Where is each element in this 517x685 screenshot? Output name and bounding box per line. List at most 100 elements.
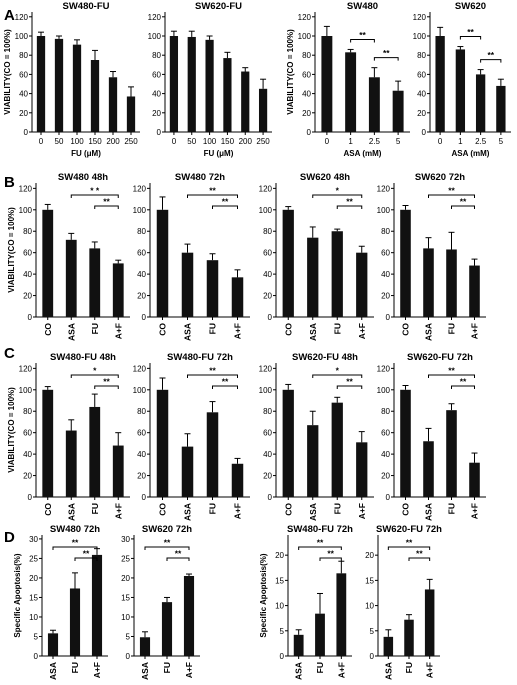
x-tick-label: CO xyxy=(283,323,293,336)
x-tick-label: 5 xyxy=(499,137,504,146)
y-tick-label: 120 xyxy=(298,13,312,22)
bar xyxy=(89,248,101,317)
bar xyxy=(161,602,173,656)
chart-title: SW620-FU 72h xyxy=(376,524,442,535)
y-axis-label: VIABILITY(CO = 100%) xyxy=(7,207,16,293)
x-tick-label: 100 xyxy=(70,137,84,146)
y-tick-label: 20 xyxy=(381,472,390,481)
y-tick-label: 120 xyxy=(15,13,29,22)
y-tick-label: 20 xyxy=(275,551,284,560)
y-tick-label: 5 xyxy=(370,627,375,636)
chart-14: SW620 72h 0 5 10 15 20 25 30 ASA FU A+F ** ** xyxy=(121,524,200,680)
bar xyxy=(446,249,457,317)
x-tick-label: A+F xyxy=(233,503,243,519)
y-tick-label: 120 xyxy=(133,184,147,193)
chart-title: SW480-FU 72h xyxy=(167,352,233,363)
bar xyxy=(424,589,435,656)
y-tick-label: 40 xyxy=(417,90,426,99)
significance-label: ** xyxy=(346,377,353,387)
y-tick-label: 0 xyxy=(24,128,29,137)
bar xyxy=(392,90,404,132)
y-tick-label: 80 xyxy=(152,51,161,60)
y-tick-label: 60 xyxy=(263,249,272,258)
bar xyxy=(108,77,118,132)
chart-9: SW480-FU 48h 0 20 40 60 80 100 120 CO ASA FU A+F VIA… xyxy=(7,352,130,521)
y-tick-label: 100 xyxy=(377,386,391,395)
y-tick-label: 20 xyxy=(417,109,426,118)
chart-16: SW620-FU 72h 0 5 10 15 20 ASA FU A+F **** xyxy=(365,524,442,680)
chart-title: SW480-FU 48h xyxy=(50,352,116,363)
y-tick-label: 80 xyxy=(417,51,426,60)
bar xyxy=(231,463,244,497)
significance-bracket xyxy=(319,557,342,561)
y-tick-label: 0 xyxy=(422,128,427,137)
bar xyxy=(336,573,347,656)
bar xyxy=(183,575,195,656)
x-tick-label: ASA xyxy=(48,662,58,680)
significance-bracket xyxy=(373,57,399,61)
y-tick-label: 0 xyxy=(307,128,312,137)
chart-title: SW480 xyxy=(347,1,378,12)
x-tick-label: A+F xyxy=(184,662,194,678)
y-tick-label: 0 xyxy=(157,128,162,137)
chart-8: SW620 72h 0 20 40 60 80 100 120 CO ASA FU A+F ** ** xyxy=(377,172,486,341)
chart-title: SW620-FU xyxy=(195,1,242,12)
y-tick-label: 15 xyxy=(365,576,374,585)
significance-label: ** xyxy=(209,366,216,376)
bar xyxy=(206,412,219,497)
y-tick-label: 0 xyxy=(370,652,375,661)
x-tick-label: ASA xyxy=(140,662,150,680)
y-tick-label: 100 xyxy=(413,32,427,41)
x-tick-label: 100 xyxy=(203,137,217,146)
bar xyxy=(241,71,250,132)
y-tick-label: 60 xyxy=(417,70,426,79)
panel-letter-a: A xyxy=(4,7,15,24)
x-tick-label: A+F xyxy=(113,503,123,519)
y-tick-label: 80 xyxy=(302,51,311,60)
y-tick-label: 20 xyxy=(137,292,146,301)
x-tick-label: 1 xyxy=(458,137,463,146)
significance-label: ** xyxy=(222,377,229,387)
bar xyxy=(231,277,244,317)
significance-bracket xyxy=(94,205,119,209)
x-tick-label: ASA xyxy=(183,323,193,341)
y-tick-label: 10 xyxy=(121,613,130,622)
x-tick-label: CO xyxy=(283,503,293,516)
chart-title: SW620 xyxy=(455,1,486,12)
chart-6: SW480 72h 0 20 40 60 80 100 120 CO ASA FU A+F ** ** xyxy=(133,172,250,341)
x-tick-label: FU xyxy=(208,503,218,514)
y-tick-label: 100 xyxy=(19,206,33,215)
x-tick-label: 150 xyxy=(221,137,235,146)
y-tick-label: 60 xyxy=(137,249,146,258)
chart-12: SW620-FU 72h 0 20 40 60 80 100 120 CO ASA FU A+F ** *… xyxy=(377,352,486,521)
x-axis-label: ASA (mM) xyxy=(344,149,382,158)
panel-letter-c: C xyxy=(4,345,15,362)
y-tick-label: 100 xyxy=(148,32,162,41)
bar xyxy=(54,38,64,132)
bar xyxy=(36,36,46,132)
y-tick-label: 0 xyxy=(268,493,273,502)
chart-3: SW480 0 20 40 60 80 100 120 0 1 2.5 5 ASA (mM) VIABIL… xyxy=(286,1,410,158)
y-tick-label: 60 xyxy=(263,429,272,438)
bar xyxy=(469,462,480,497)
x-tick-label: FU xyxy=(447,503,457,514)
x-tick-label: A+F xyxy=(425,662,435,678)
y-tick-label: 80 xyxy=(263,407,272,416)
significance-bracket xyxy=(428,194,475,198)
significance-bracket xyxy=(451,205,475,209)
significance-bracket xyxy=(350,38,375,43)
significance-label: ** xyxy=(209,186,216,196)
bar xyxy=(156,209,169,317)
significance-bracket xyxy=(144,546,190,550)
x-tick-label: A+F xyxy=(233,323,243,339)
y-tick-label: 40 xyxy=(137,270,146,279)
chart-1: SW480-FU 0 20 40 60 80 100 120 0 50 100 150 200 250 FU… xyxy=(3,1,140,158)
y-tick-label: 40 xyxy=(381,270,390,279)
y-tick-label: 5 xyxy=(34,632,39,641)
y-tick-label: 20 xyxy=(29,574,38,583)
y-tick-label: 100 xyxy=(298,32,312,41)
y-tick-label: 120 xyxy=(259,184,273,193)
y-tick-label: 60 xyxy=(23,249,32,258)
